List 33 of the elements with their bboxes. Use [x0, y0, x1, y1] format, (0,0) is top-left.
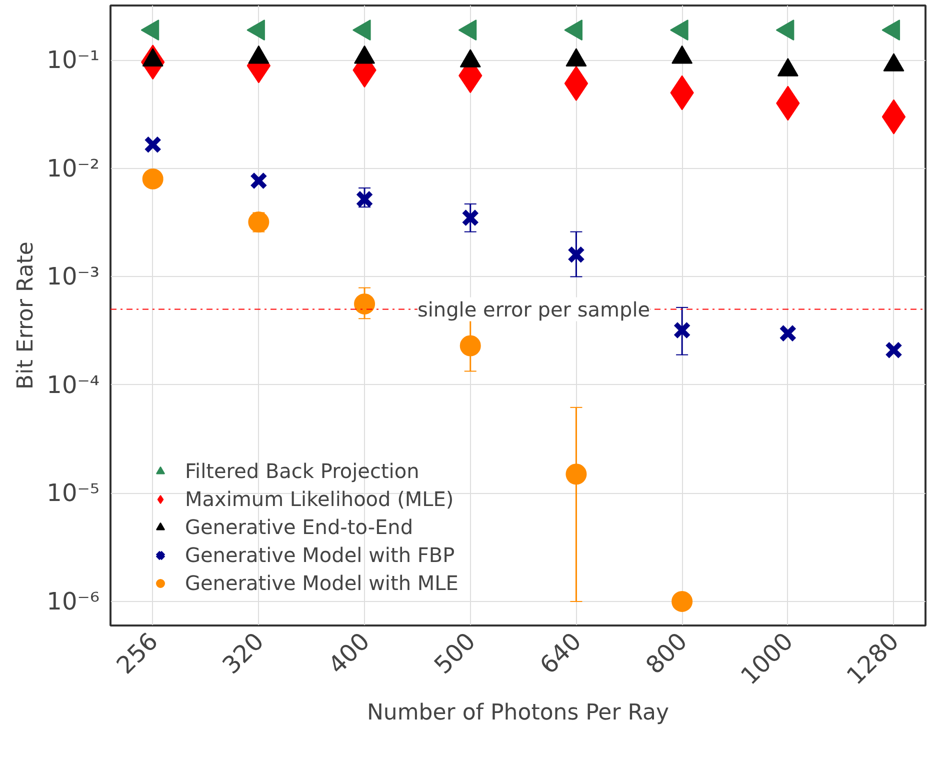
point — [672, 591, 693, 612]
x-tick-label: 400 — [322, 627, 376, 680]
y-tick-label: 10⁻³ — [46, 262, 100, 291]
ref-line-label: single error per sample — [417, 297, 650, 322]
y-axis-title: Bit Error Rate — [14, 242, 39, 390]
point — [567, 246, 586, 264]
point — [460, 335, 481, 356]
y-tick-label: 10⁻⁶ — [46, 587, 100, 616]
point — [779, 324, 797, 342]
legend-label: Generative Model with MLE — [185, 571, 458, 595]
y-tick-label: 10⁻⁴ — [46, 370, 100, 399]
y-tick-label: 10⁻² — [46, 154, 100, 182]
point — [142, 168, 164, 190]
legend-label: Generative Model with FBP — [185, 543, 455, 567]
point — [356, 190, 374, 208]
y-tick-label: 10⁻¹ — [46, 46, 100, 74]
point — [673, 321, 691, 340]
legend-label: Maximum Likelihood (MLE) — [185, 487, 454, 511]
x-tick-label: 800 — [640, 627, 693, 680]
x-axis-title: Number of Photons Per Ray — [366, 700, 670, 726]
point — [884, 341, 903, 359]
y-tick-label: 10⁻⁵ — [46, 479, 100, 508]
x-tick-label: 640 — [534, 627, 587, 680]
point — [250, 172, 268, 190]
point — [354, 293, 376, 314]
x-tick-label: 500 — [428, 627, 481, 680]
x-tick-label: 320 — [217, 627, 270, 680]
point — [462, 208, 480, 227]
point — [566, 464, 587, 485]
point — [144, 136, 162, 154]
point — [248, 212, 270, 232]
legend-label: Generative End-to-End — [185, 515, 414, 539]
legend-label: Filtered Back Projection — [185, 459, 420, 483]
